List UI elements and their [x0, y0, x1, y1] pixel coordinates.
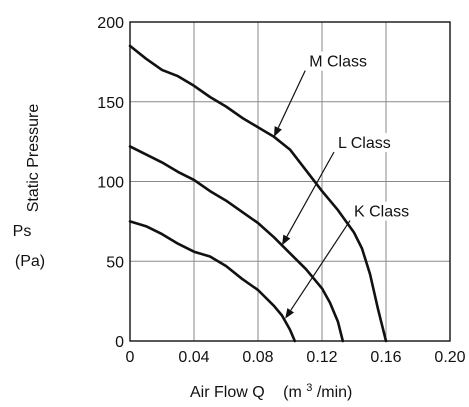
x-axis-unit-suffix: /min)	[317, 384, 353, 401]
m-class-label: M Class	[309, 54, 367, 71]
y-tick-label: 100	[97, 175, 124, 192]
k-class-label-background	[352, 201, 424, 221]
y-axis-title: Static Pressure	[25, 104, 42, 213]
y-tick-label: 150	[97, 95, 124, 112]
l-class-leader-line	[286, 151, 335, 237]
tick-layer: 0 0.04 0.08 0.12 0.16 0.20 0 50 100 150 200	[97, 15, 465, 366]
x-tick-label: 0.12	[306, 349, 337, 366]
x-axis-title: Air Flow Q (m 3 /min)	[190, 378, 352, 401]
l-class-arrowhead	[282, 234, 291, 246]
m-class-curve	[128, 44, 388, 343]
annotation-layer: M Class L Class K Class	[274, 51, 424, 319]
k-class-curve	[128, 220, 297, 343]
k-class-arrowhead	[285, 308, 295, 319]
m-class-leader-line	[277, 70, 306, 129]
x-tick-label: 0.08	[242, 349, 273, 366]
x-tick-label: 0.20	[434, 349, 465, 366]
x-tick-label: 0	[126, 349, 135, 366]
m-class-label-background	[307, 51, 380, 71]
x-axis-unit-prefix: (m	[283, 384, 302, 401]
m-class-arrowhead	[274, 126, 282, 137]
x-axis-title-text: Air Flow Q	[190, 384, 265, 401]
y-tick-label: 200	[97, 15, 124, 32]
k-class-leader-line	[290, 220, 351, 311]
x-tick-label: 0.04	[178, 349, 209, 366]
grid-layer	[130, 22, 450, 341]
y-axis-symbol: Ps	[13, 223, 32, 240]
l-class-label-background	[336, 133, 408, 153]
y-tick-label: 0	[115, 334, 124, 351]
x-tick-label: 0.16	[370, 349, 401, 366]
x-axis-unit-superscript: 3	[306, 382, 312, 394]
y-tick-label: 50	[106, 254, 124, 271]
l-class-label: L Class	[338, 135, 391, 152]
plot-frame	[129, 21, 451, 342]
curve-layer	[128, 44, 388, 343]
k-class-label: K Class	[354, 204, 409, 221]
y-axis-unit: (Pa)	[15, 253, 45, 270]
l-class-curve	[128, 145, 345, 343]
